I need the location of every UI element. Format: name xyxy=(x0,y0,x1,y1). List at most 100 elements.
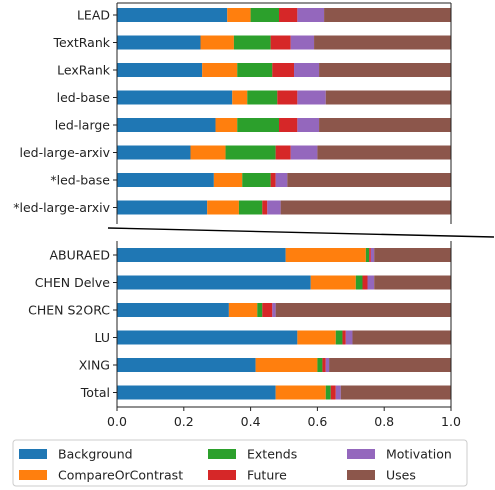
bar-segment-motivation xyxy=(294,63,320,77)
y-tick-label: led-large xyxy=(55,118,111,133)
legend-swatch xyxy=(347,470,375,480)
bar-segment-motivation xyxy=(297,8,325,22)
y-tick-label: TextRank xyxy=(52,35,110,50)
bar-segment-uses xyxy=(340,385,451,400)
bar-segment-motivation xyxy=(275,173,288,187)
bar-segment-motivation xyxy=(370,248,375,262)
bar-segment-background xyxy=(117,303,229,317)
bar-segment-uses xyxy=(314,35,451,50)
bar-segment-compareorcontrast xyxy=(200,35,234,50)
bar-segment-uses xyxy=(325,90,451,105)
x-tick-label: 0.2 xyxy=(174,414,194,429)
legend-label: Extends xyxy=(247,447,297,462)
bar-segment-compareorcontrast xyxy=(275,385,326,400)
bar-segment-future xyxy=(270,173,276,187)
bar-segment-uses xyxy=(317,145,451,160)
bar-segment-background xyxy=(117,248,286,262)
y-tick-label: ABURAED xyxy=(49,248,110,263)
x-axis: 0.0 0.2 0.4 0.6 0.8 1.0 xyxy=(107,407,461,429)
bar-segment-compareorcontrast xyxy=(228,303,258,317)
legend-label: Uses xyxy=(386,468,416,483)
y-tick-label: *led-base xyxy=(50,173,110,188)
bar-segment-background xyxy=(117,8,228,22)
bar-segment-background xyxy=(117,35,201,50)
y-tick-label: LEAD xyxy=(77,8,110,23)
bar-segment-extends xyxy=(317,358,323,372)
bar-segment-motivation xyxy=(367,275,375,290)
bar-segment-uses xyxy=(319,63,451,77)
x-tick-label: 0.4 xyxy=(241,414,261,429)
legend-label: Future xyxy=(247,468,287,483)
bar-segment-motivation xyxy=(267,200,281,215)
bar-segment-compareorcontrast xyxy=(215,118,238,132)
bar-segment-motivation xyxy=(345,330,353,345)
panel-2: ABURAED CHEN Delve CHEN S2ORC LU XING Total xyxy=(28,241,452,408)
bar-segment-motivation xyxy=(325,358,330,372)
x-tick-label: 1.0 xyxy=(441,414,461,429)
bar-segment-future xyxy=(272,63,295,77)
x-tick-label: 0.8 xyxy=(374,414,394,429)
bar-segment-extends xyxy=(335,330,343,345)
bar-segment-extends xyxy=(365,248,370,262)
bar-segment-compareorcontrast xyxy=(202,63,238,77)
bar-segment-uses xyxy=(319,118,451,132)
bar-segment-extends xyxy=(355,275,363,290)
bar-segment-uses xyxy=(352,330,451,345)
bar-segment-motivation xyxy=(290,35,315,50)
bar-segment-background xyxy=(117,358,256,372)
panel-1: LEAD TextRank LexRank led-base led-large led-… xyxy=(13,2,452,224)
legend-swatch xyxy=(347,449,375,459)
bar-segment-extends xyxy=(233,35,271,50)
legend-swatch xyxy=(19,470,47,480)
bar-segment-background xyxy=(117,200,208,215)
bar-segment-compareorcontrast xyxy=(213,173,243,187)
legend-swatch xyxy=(19,449,47,459)
bar-segment-uses xyxy=(275,303,451,317)
bar-segment-compareorcontrast xyxy=(285,248,366,262)
bar-segment-uses xyxy=(374,248,451,262)
bar-segment-uses xyxy=(280,200,451,215)
bar-segment-future xyxy=(330,385,336,400)
bar-segment-motivation xyxy=(297,118,320,132)
bar-segment-compareorcontrast xyxy=(255,358,318,372)
legend-swatch xyxy=(208,470,236,480)
bar-segment-motivation xyxy=(297,90,326,105)
y-tick-label: CHEN S2ORC xyxy=(28,303,110,318)
legend-item: Extends xyxy=(208,447,297,462)
bar-segment-future xyxy=(342,330,346,345)
bar-segment-extends xyxy=(237,63,273,77)
bar-segment-compareorcontrast xyxy=(310,275,356,290)
legend-label: CompareOrContrast xyxy=(58,468,183,483)
bar-segment-background xyxy=(117,145,191,160)
y-tick-label: led-base xyxy=(57,90,111,105)
legend-item: CompareOrContrast xyxy=(19,468,183,483)
bar-segment-uses xyxy=(287,173,451,187)
bar-segment-motivation xyxy=(272,303,276,317)
bar-segment-uses xyxy=(324,8,451,22)
bar-segment-background xyxy=(117,118,216,132)
bar-segment-extends xyxy=(247,90,278,105)
bar-segment-background xyxy=(117,385,276,400)
legend-item: Motivation xyxy=(347,447,452,462)
bar-segment-extends xyxy=(238,200,263,215)
bar-segment-background xyxy=(117,90,233,105)
bar-segment-future xyxy=(362,275,368,290)
bar-segment-future xyxy=(270,35,291,50)
y-tick-label: Total xyxy=(80,385,110,400)
bar-segment-compareorcontrast xyxy=(227,8,251,22)
bar-segment-compareorcontrast xyxy=(190,145,226,160)
bar-segment-extends xyxy=(237,118,279,132)
bar-segment-compareorcontrast xyxy=(297,330,336,345)
legend-item: Uses xyxy=(347,468,416,483)
bar-segment-future xyxy=(262,303,273,317)
legend-swatch xyxy=(208,449,236,459)
bar-segment-extends xyxy=(242,173,271,187)
y-tick-label: XING xyxy=(79,358,110,373)
bar-segment-future xyxy=(278,8,298,22)
bar-segment-uses xyxy=(374,275,451,290)
bar-segment-future xyxy=(275,145,291,160)
legend: Background CompareOrContrast Extends Future… xyxy=(12,439,468,487)
x-tick-label: 0.6 xyxy=(307,414,327,429)
y-tick-label: led-large-arxiv xyxy=(19,145,110,160)
